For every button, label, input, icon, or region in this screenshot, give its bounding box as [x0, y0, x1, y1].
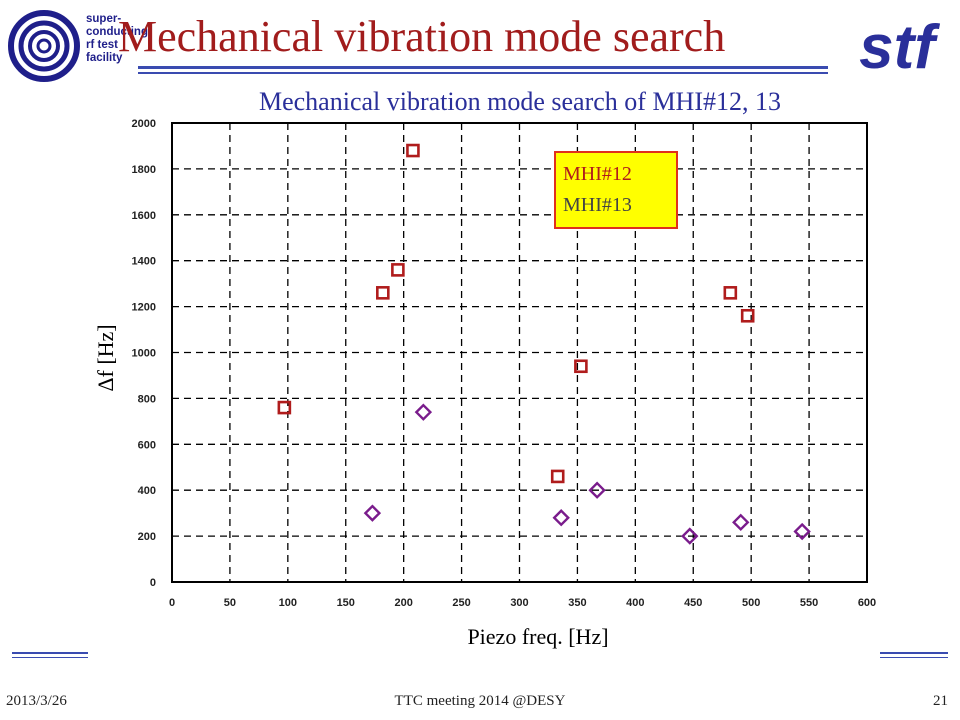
- x-tick-label: 400: [626, 597, 644, 609]
- footer-date: 2013/3/26: [6, 693, 67, 709]
- y-tick-label: 2000: [132, 118, 156, 130]
- slide-title: Mechanical vibration mode search: [118, 12, 726, 61]
- y-tick-label: 1200: [132, 302, 156, 314]
- x-tick-label: 200: [394, 597, 412, 609]
- point-mhi13: [552, 509, 570, 527]
- footer-page-number: 21: [933, 693, 948, 709]
- x-tick-label: 300: [510, 597, 528, 609]
- x-tick-label: 600: [858, 597, 876, 609]
- y-tick-label: 0: [150, 577, 156, 589]
- chart-grid: [172, 123, 867, 582]
- x-tick-label: 150: [337, 597, 355, 609]
- point-mhi12: [574, 359, 588, 374]
- point-mhi12: [277, 400, 292, 415]
- stf-wordmark-logo: stf: [859, 14, 940, 80]
- logo-text: super- conducting rf test facility: [86, 13, 148, 64]
- y-tick-label: 1000: [132, 348, 156, 360]
- point-mhi13: [681, 527, 699, 545]
- x-tick-label: 500: [742, 597, 760, 609]
- x-tick-label: 450: [684, 597, 702, 609]
- title-underline: [138, 66, 828, 69]
- x-tick-label: 0: [169, 597, 175, 609]
- point-mhi13: [732, 513, 750, 532]
- legend-label-mhi13: MHI#13: [563, 194, 632, 216]
- x-tick-label: 250: [452, 597, 470, 609]
- footer-rule-right: [880, 652, 948, 654]
- footer-rule-right-2: [880, 657, 948, 658]
- y-tick-label: 200: [138, 531, 156, 543]
- chart-title: Mechanical vibration mode search of MHI#…: [259, 87, 781, 116]
- point-mhi12: [550, 469, 565, 484]
- plot-frame: [171, 122, 868, 583]
- point-mhi12: [391, 263, 405, 277]
- point-mhi12: [376, 286, 390, 300]
- y-tick-label: 600: [138, 439, 156, 451]
- point-mhi12: [723, 286, 738, 300]
- point-mhi13: [414, 403, 433, 421]
- footer-rule-left-2: [12, 657, 88, 658]
- y-axis-label: Δf [Hz]: [93, 324, 118, 391]
- y-tick-label: 1400: [132, 256, 156, 268]
- x-tick-label: 100: [279, 597, 297, 609]
- title-underline-secondary: [138, 72, 828, 74]
- point-mhi13: [588, 481, 606, 499]
- point-mhi13: [363, 504, 382, 522]
- y-tick-label: 1800: [132, 164, 156, 176]
- y-tick-label: 1600: [132, 210, 156, 222]
- x-tick-label: 50: [224, 597, 236, 609]
- wordmark-text: stf: [859, 14, 940, 80]
- x-axis-label: Piezo freq. [Hz]: [467, 624, 608, 649]
- data-points: [277, 143, 811, 545]
- x-tick-label: 350: [568, 597, 586, 609]
- y-tick-label: 400: [138, 485, 156, 497]
- stf-logo: [8, 10, 80, 82]
- x-tick-label: 550: [800, 597, 818, 609]
- legend-label-mhi12: MHI#12: [563, 163, 632, 185]
- point-mhi12: [740, 308, 755, 323]
- legend-box: MHI#12 MHI#13: [554, 151, 678, 229]
- point-mhi12: [406, 143, 420, 158]
- point-mhi13: [793, 522, 811, 541]
- y-tick-label: 800: [138, 393, 156, 405]
- footer-rule-left: [12, 652, 88, 654]
- footer-meeting: TTC meeting 2014 @DESY: [394, 693, 566, 709]
- axis-ticks: 0 50 100 150 200 250 300 350 400 450 500 550 600 0 200…: [132, 118, 877, 609]
